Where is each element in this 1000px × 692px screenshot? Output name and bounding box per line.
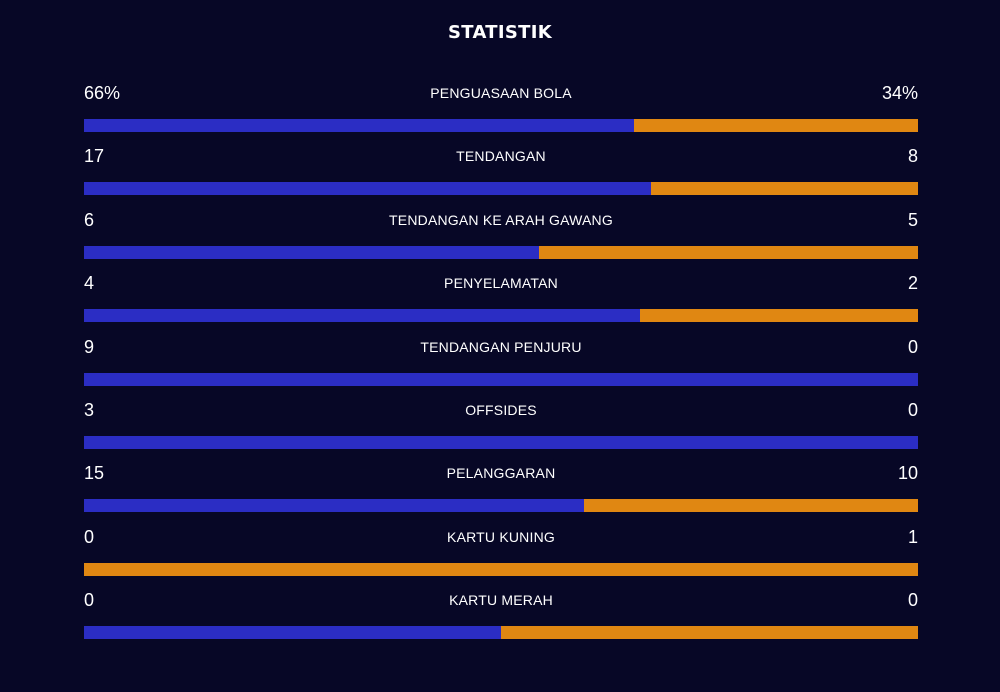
stat-row: 9 TENDANGAN PENJURU 0 — [84, 334, 918, 397]
home-bar — [84, 372, 918, 386]
away-value: 0 — [907, 336, 918, 357]
away-bar — [538, 245, 918, 259]
stat-label: PENGUASAAN BOLA — [430, 85, 572, 101]
home-value: 6 — [84, 209, 95, 230]
stat-label: KARTU MERAH — [449, 592, 553, 609]
home-bar — [84, 245, 539, 259]
away-value: 1 — [907, 526, 918, 547]
stat-label: PENYELAMATAN — [444, 275, 558, 292]
stat-label: PELANGGARAN — [446, 465, 556, 482]
away-bar — [584, 499, 918, 513]
comparison-bar — [84, 119, 918, 132]
home-bar — [84, 499, 585, 513]
away-value: 10 — [897, 463, 918, 484]
stats-list: 66% PENGUASAAN BOLA 34% 17 TENDANGAN 8 6… — [84, 80, 918, 651]
home-value: 4 — [84, 273, 95, 294]
stat-row: 15 PELANGGARAN 10 — [84, 460, 918, 523]
stat-row: 4 PENYELAMATAN 2 — [84, 270, 918, 333]
home-value: 15 — [84, 463, 105, 484]
away-value: 8 — [907, 146, 918, 167]
stat-label: TENDANGAN PENJURU — [420, 338, 582, 355]
stats-title: STATISTIK — [448, 22, 552, 43]
home-bar — [84, 626, 501, 640]
home-value: 9 — [84, 336, 95, 357]
home-bar — [84, 119, 635, 132]
comparison-bar — [84, 562, 918, 576]
stat-row: 66% PENGUASAAN BOLA 34% — [84, 80, 918, 143]
home-value: 66% — [84, 83, 121, 103]
away-bar — [84, 562, 918, 576]
comparison-bar — [84, 245, 918, 259]
away-bar — [634, 119, 918, 132]
stat-row: 0 KARTU MERAH 0 — [84, 587, 918, 650]
stat-row: 3 OFFSIDES 0 — [84, 397, 918, 460]
away-value: 34% — [881, 83, 918, 103]
home-value: 0 — [84, 590, 95, 611]
away-bar — [501, 626, 918, 640]
away-bar — [639, 309, 918, 323]
stat-row: 0 KARTU KUNING 1 — [84, 524, 918, 587]
stat-row: 17 TENDANGAN 8 — [84, 143, 918, 206]
away-value: 0 — [907, 399, 918, 420]
home-bar — [84, 435, 918, 449]
home-bar — [84, 309, 640, 323]
comparison-bar — [84, 309, 918, 323]
stat-row: 6 TENDANGAN KE ARAH GAWANG 5 — [84, 207, 918, 270]
away-bar — [651, 182, 918, 196]
away-value: 2 — [907, 273, 918, 294]
home-value: 3 — [84, 399, 95, 420]
stat-label: TENDANGAN — [456, 148, 546, 165]
stat-label: OFFSIDES — [465, 401, 537, 418]
away-value: 0 — [907, 590, 918, 611]
comparison-bar — [84, 182, 918, 196]
home-value: 0 — [84, 526, 95, 547]
away-value: 5 — [907, 209, 918, 230]
comparison-bar — [84, 435, 918, 449]
comparison-bar — [84, 499, 918, 513]
comparison-bar — [84, 372, 918, 386]
comparison-bar — [84, 626, 918, 640]
home-bar — [84, 182, 652, 196]
home-value: 17 — [84, 146, 105, 167]
stat-label: KARTU KUNING — [447, 528, 555, 545]
stat-label: TENDANGAN KE ARAH GAWANG — [389, 211, 613, 228]
